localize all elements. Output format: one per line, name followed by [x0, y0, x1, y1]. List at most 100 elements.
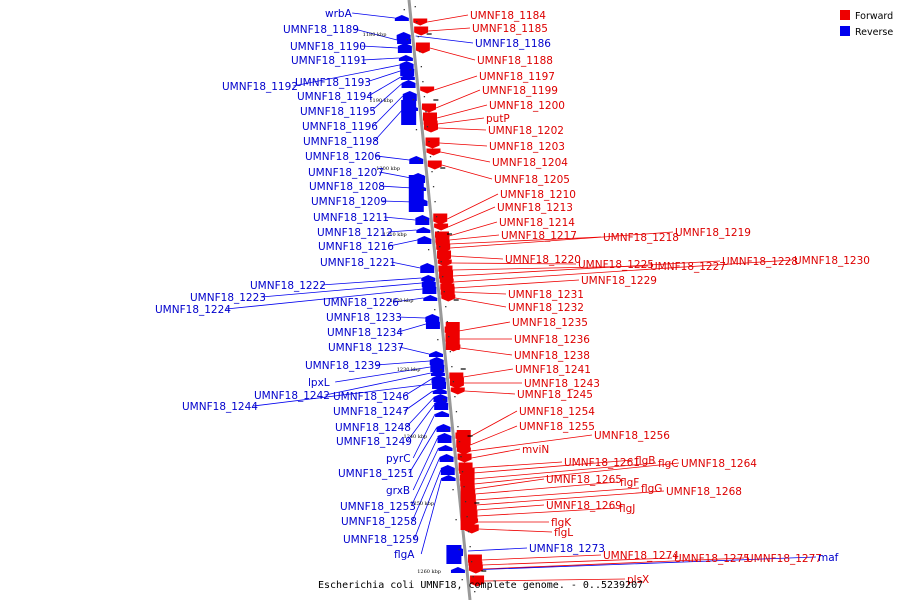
reverse-gene-feature[interactable]: [397, 43, 412, 53]
forward-gene-feature[interactable]: [437, 259, 452, 267]
forward-gene-label[interactable]: UMNF18_1219: [675, 227, 751, 239]
reverse-gene-feature[interactable]: [402, 91, 417, 101]
reverse-gene-feature[interactable]: [417, 236, 432, 244]
reverse-gene-feature[interactable]: [432, 379, 447, 389]
reverse-gene-feature[interactable]: [429, 357, 444, 365]
reverse-gene-label[interactable]: UMNF18_1251: [338, 468, 414, 480]
forward-gene-label[interactable]: UMNF18_1269: [546, 500, 622, 512]
forward-gene-label[interactable]: UMNF18_1214: [499, 217, 575, 229]
forward-gene-label[interactable]: UMNF18_1236: [514, 334, 590, 346]
reverse-gene-label[interactable]: UMNF18_1223: [190, 292, 266, 304]
forward-gene-feature[interactable]: [414, 26, 429, 36]
reverse-gene-label[interactable]: UMNF18_1191: [291, 55, 367, 67]
forward-gene-label[interactable]: plsX: [627, 574, 649, 586]
forward-gene-feature[interactable]: [424, 123, 439, 133]
forward-gene-feature[interactable]: [456, 447, 471, 455]
reverse-gene-label[interactable]: UMNF18_1189: [283, 24, 359, 36]
reverse-gene-feature[interactable]: [421, 279, 436, 287]
reverse-gene-block[interactable]: [401, 100, 417, 125]
forward-gene-label[interactable]: UMNF18_1213: [497, 202, 573, 214]
forward-gene-feature[interactable]: [420, 86, 435, 94]
reverse-gene-label[interactable]: UMNF18_1221: [320, 257, 396, 269]
forward-gene-label[interactable]: flgL: [554, 527, 573, 539]
reverse-gene-feature[interactable]: [416, 227, 431, 233]
reverse-gene-feature[interactable]: [401, 80, 416, 88]
reverse-gene-label[interactable]: UMNF18_1212: [317, 227, 393, 239]
forward-gene-label[interactable]: UMNF18_1228: [722, 256, 798, 268]
forward-gene-label[interactable]: UMNF18_1254: [519, 406, 595, 418]
reverse-gene-feature[interactable]: [409, 156, 424, 164]
reverse-gene-feature[interactable]: [435, 411, 450, 417]
reverse-gene-feature[interactable]: [420, 263, 435, 273]
forward-gene-label[interactable]: flgF: [620, 477, 639, 489]
reverse-gene-label[interactable]: UMNF18_1194: [297, 91, 373, 103]
reverse-gene-label[interactable]: UMNF18_1259: [343, 534, 419, 546]
reverse-gene-feature[interactable]: [398, 55, 413, 61]
reverse-gene-feature[interactable]: [441, 475, 456, 481]
forward-gene-label[interactable]: putP: [486, 113, 510, 125]
forward-gene-label[interactable]: flgB: [635, 455, 655, 467]
reverse-gene-label[interactable]: UMNF18_1244: [182, 401, 258, 413]
reverse-gene-feature[interactable]: [396, 32, 411, 40]
reverse-gene-feature[interactable]: [430, 370, 445, 376]
forward-gene-label[interactable]: mviN: [522, 444, 549, 456]
forward-gene-label[interactable]: flgG: [641, 483, 662, 495]
forward-gene-label[interactable]: UMNF18_1220: [505, 254, 581, 266]
reverse-gene-feature[interactable]: [400, 74, 415, 80]
forward-gene-feature[interactable]: [433, 213, 448, 225]
forward-gene-label[interactable]: UMNF18_1261: [564, 457, 640, 469]
reverse-gene-label[interactable]: grxB: [386, 485, 410, 497]
reverse-gene-label[interactable]: UMNF18_1195: [300, 106, 376, 118]
forward-gene-block[interactable]: [445, 322, 460, 350]
reverse-gene-label[interactable]: UMNF18_1207: [308, 167, 384, 179]
reverse-gene-label[interactable]: UMNF18_1233: [326, 312, 402, 324]
reverse-gene-feature[interactable]: [415, 215, 430, 225]
forward-gene-label[interactable]: UMNF18_1197: [479, 71, 555, 83]
forward-gene-label[interactable]: UMNF18_1218: [603, 232, 679, 244]
reverse-gene-feature[interactable]: [399, 61, 414, 69]
forward-gene-label[interactable]: UMNF18_1274: [603, 550, 679, 562]
reverse-gene-label[interactable]: UMNF18_1273: [529, 543, 605, 555]
reverse-gene-label[interactable]: UMNF18_1248: [335, 422, 411, 434]
reverse-gene-feature[interactable]: [434, 400, 449, 410]
forward-gene-label[interactable]: UMNF18_1265: [546, 474, 622, 486]
forward-gene-feature[interactable]: [436, 243, 451, 253]
forward-gene-feature[interactable]: [468, 564, 483, 574]
forward-gene-feature[interactable]: [426, 148, 441, 156]
reverse-gene-label[interactable]: maf: [818, 552, 839, 564]
forward-gene-feature[interactable]: [413, 18, 428, 26]
reverse-gene-label[interactable]: pyrC: [386, 453, 411, 465]
reverse-gene-label[interactable]: UMNF18_1190: [290, 41, 366, 53]
forward-gene-label[interactable]: UMNF18_1256: [594, 430, 670, 442]
reverse-gene-feature[interactable]: [437, 433, 452, 443]
forward-gene-feature[interactable]: [427, 160, 442, 170]
reverse-gene-label[interactable]: wrbA: [325, 8, 353, 20]
forward-gene-feature[interactable]: [441, 294, 456, 302]
forward-gene-label[interactable]: UMNF18_1231: [508, 289, 584, 301]
forward-gene-label[interactable]: UMNF18_1245: [517, 389, 593, 401]
reverse-gene-label[interactable]: UMNF18_1242: [254, 390, 330, 402]
forward-gene-feature[interactable]: [421, 103, 436, 113]
reverse-gene-label[interactable]: UMNF18_1196: [302, 121, 378, 133]
reverse-gene-feature[interactable]: [400, 66, 415, 76]
reverse-gene-label[interactable]: UMNF18_1198: [303, 136, 379, 148]
reverse-gene-label[interactable]: UMNF18_1239: [305, 360, 381, 372]
forward-gene-label[interactable]: UMNF18_1230: [794, 255, 870, 267]
forward-gene-label[interactable]: UMNF18_1188: [477, 55, 553, 67]
reverse-gene-label[interactable]: UMNF18_1258: [341, 516, 417, 528]
forward-gene-label[interactable]: UMNF18_1243: [524, 378, 600, 390]
reverse-gene-label[interactable]: UMNF18_1234: [327, 327, 403, 339]
forward-gene-feature[interactable]: [449, 377, 464, 389]
reverse-gene-feature[interactable]: [432, 388, 447, 394]
reverse-gene-feature[interactable]: [428, 351, 443, 357]
reverse-gene-label[interactable]: UMNF18_1208: [309, 181, 385, 193]
forward-gene-label[interactable]: UMNF18_1205: [494, 174, 570, 186]
forward-gene-feature[interactable]: [470, 575, 485, 587]
reverse-gene-label[interactable]: UMNF18_1224: [155, 304, 231, 316]
forward-gene-label[interactable]: UMNF18_1232: [508, 302, 584, 314]
forward-gene-label[interactable]: UMNF18_1277: [746, 553, 822, 565]
forward-gene-feature[interactable]: [415, 42, 430, 54]
forward-gene-feature[interactable]: [457, 453, 472, 463]
reverse-gene-label[interactable]: UMNF18_1206: [305, 151, 381, 163]
forward-gene-label[interactable]: UMNF18_1203: [489, 141, 565, 153]
